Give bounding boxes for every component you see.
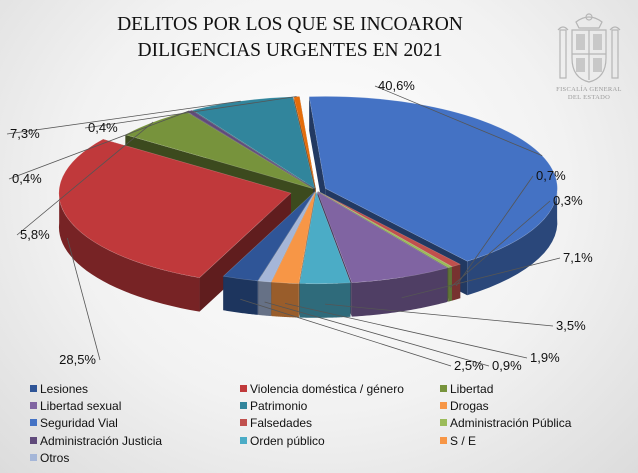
pie-leader-7	[240, 298, 452, 367]
pie-label-4: 3,5%	[556, 318, 586, 333]
chart-title-line-1: DELITOS POR LOS QUE SE INCOARON	[117, 14, 463, 35]
legend-swatch-11	[440, 436, 447, 444]
legend-item-11: S / E	[440, 433, 476, 450]
pie-label-12: 0,4%	[88, 120, 118, 135]
pie-slice-4	[299, 190, 351, 285]
legend-item-9: Administración Justicia	[30, 433, 162, 450]
legend-label-0: Lesiones	[40, 382, 89, 396]
pie-slice-side-0-0	[309, 96, 326, 223]
legend-swatch-9	[30, 436, 37, 444]
pie-top-layer	[58, 96, 558, 285]
legend-label-12: Otros	[40, 450, 70, 465]
pie-leader-8	[66, 237, 101, 361]
pie-label-1: 0,7%	[536, 168, 566, 183]
pie-leader-1	[455, 175, 534, 287]
pie-slice-wall-0	[467, 184, 558, 296]
pie-leader-2	[449, 200, 551, 288]
legend-item-8: Administración Pública	[440, 415, 571, 432]
legend-label-2: Libertad	[450, 382, 494, 396]
pie-slice-wall-3	[351, 267, 448, 317]
legend-item-5: Drogas	[440, 398, 489, 415]
legend-swatch-12	[30, 453, 37, 461]
legend-label-10: Orden público	[250, 433, 325, 448]
pie-label-10: 0,4%	[12, 171, 42, 186]
pie-leader-lines	[6, 85, 561, 367]
pie-leader-9	[16, 121, 154, 236]
pie-label-3: 7,1%	[563, 250, 593, 265]
pie-slice-wall-4	[299, 282, 351, 318]
pie-slice-5	[270, 191, 316, 284]
legend-swatch-1	[240, 385, 247, 392]
legend-swatch-6	[30, 419, 37, 427]
pie-label-5: 1,9%	[530, 350, 560, 365]
legend-label-7: Falsedades	[250, 416, 313, 431]
pie-slice-11	[191, 96, 316, 189]
pie-label-8: 28,5%	[59, 352, 96, 367]
logo-caption: FISCALÍA GENERAL DEL ESTADO	[548, 86, 630, 102]
chart-title-line-2: DILIGENCIAS URGENTES EN 2021	[137, 40, 443, 61]
pie-slice-3	[316, 190, 449, 283]
pie-label-7: 2,5%	[454, 358, 484, 373]
legend-label-3: Libertad sexual	[40, 399, 122, 414]
legend-item-12: Otros	[30, 450, 69, 467]
pie-leader-0	[374, 85, 543, 157]
chart-title: DELITOS POR LOS QUE SE INCOARON DILIGENC…	[80, 12, 500, 64]
logo-caption-line-1: FISCALÍA GENERAL	[556, 86, 622, 93]
legend-swatch-2	[440, 385, 447, 392]
legend-label-11: S / E	[450, 433, 477, 448]
pie-leader-10	[8, 110, 190, 180]
coat-of-arms-logo	[557, 13, 621, 83]
legend-swatch-10	[240, 436, 247, 444]
legend-swatch-3	[30, 402, 37, 410]
pie-slice-1	[318, 191, 462, 267]
legend-label-1: Violencia doméstica / género	[250, 382, 404, 396]
legend-item-4: Patrimonio	[240, 398, 307, 415]
pie-slice-wall-6	[258, 280, 272, 317]
logo-caption-line-2: DEL ESTADO	[567, 94, 611, 101]
legend-item-2: Libertad	[440, 381, 493, 398]
pie-label-11: 7,3%	[10, 126, 40, 141]
pie-labels: 40,6% 0,7% 0,3% 7,1% 3,5% 1,9% 0,9% 2,5% 28,5% 5,…	[10, 78, 593, 373]
legend-item-7: Falsedades	[240, 415, 312, 432]
legend-label-6: Seguridad Vial	[40, 416, 118, 431]
pie-slice-side-8-0	[199, 193, 291, 312]
legend-item-1: Violencia doméstica / género	[240, 381, 404, 398]
pie-slice-wall-7	[223, 276, 258, 315]
pie-chart: 40,6% 0,7% 0,3% 7,1% 3,5% 1,9% 0,9% 2,5% 28,5% 5,…	[6, 78, 593, 373]
pie-leader-6	[264, 301, 490, 367]
pie-slice-8	[58, 138, 292, 278]
legend-swatch-7	[240, 419, 247, 427]
pie-label-6: 0,9%	[492, 358, 522, 373]
legend-swatch-4	[240, 402, 247, 410]
pie-label-9: 5,8%	[20, 227, 50, 242]
pie-label-0: 40,6%	[378, 78, 415, 93]
pie-label-2: 0,3%	[553, 193, 583, 208]
legend-label-8: Administración Pública	[450, 416, 572, 431]
legend-label-4: Patrimonio	[250, 399, 308, 414]
pie-leader-11	[6, 100, 241, 135]
legend-item-6: Seguridad Vial	[30, 415, 118, 432]
pie-slice-wall-2	[448, 266, 452, 302]
pie-leader-4	[325, 303, 554, 327]
legend-swatch-5	[440, 402, 447, 410]
pie-slice-wall-8	[58, 189, 200, 312]
legend-swatch-0	[30, 385, 37, 392]
legend-item-0: Lesiones	[30, 381, 88, 398]
pie-slice-2	[318, 191, 453, 268]
legend-label-9: Administración Justicia	[40, 433, 163, 448]
legend-item-10: Orden público	[240, 433, 325, 450]
pie-leader-12	[84, 96, 297, 129]
pie-slice-wall-5	[271, 282, 299, 318]
legend-swatch-8	[440, 419, 447, 427]
pie-slice-7	[222, 191, 315, 282]
pie-leader-5	[284, 303, 528, 359]
legend-item-3: Libertad sexual	[30, 398, 121, 415]
pie-leader-3	[401, 257, 561, 299]
pie-slice-6	[257, 191, 316, 283]
legend-label-5: Drogas	[450, 399, 489, 414]
